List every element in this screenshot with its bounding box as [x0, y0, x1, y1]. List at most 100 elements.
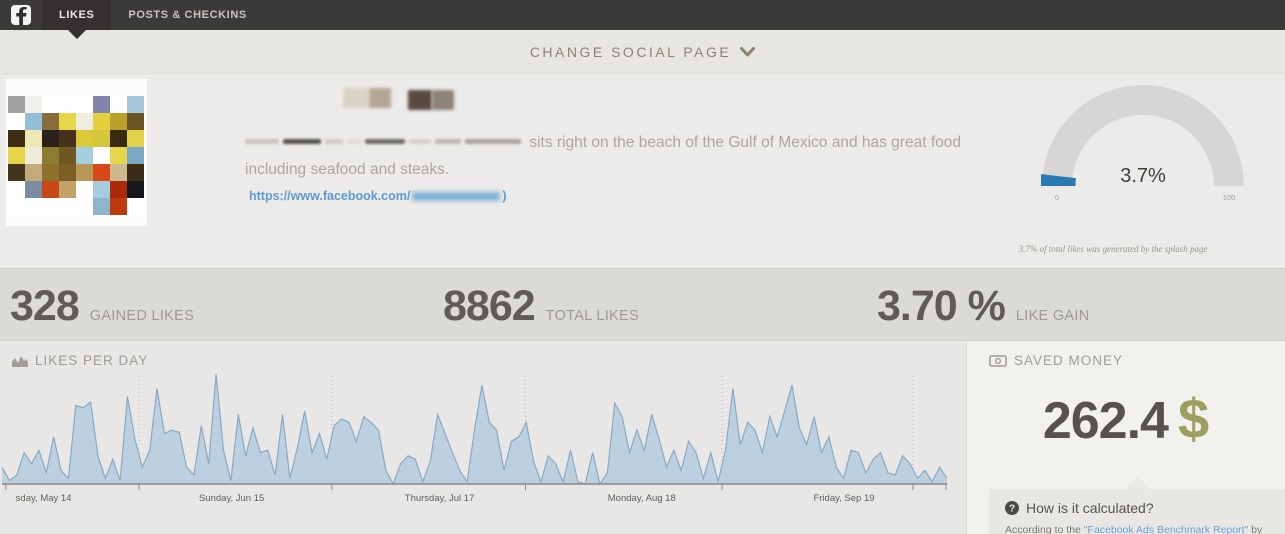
- x-axis-tick-label: Sunday, Jun 15: [199, 493, 264, 504]
- how-calculated-title: How is it calculated?: [1026, 500, 1154, 516]
- how-calculated-title-row: ? How is it calculated?: [1005, 500, 1269, 516]
- saved-money-value: 262.4: [1042, 392, 1169, 450]
- avatar-pixel: [110, 113, 127, 130]
- saved-money-amount: 262.4 $: [967, 386, 1285, 451]
- redacted-text-dash: [325, 138, 343, 144]
- avatar-pixel: [8, 164, 25, 181]
- saved-money-panel: SAVED MONEY 262.4 $ ? How is it calculate…: [966, 342, 1285, 534]
- avatar-pixel: [59, 96, 76, 113]
- likes-per-day-header: LIKES PER DAY: [12, 353, 148, 368]
- gauge-max-label: 100: [1223, 193, 1236, 202]
- avatar-pixel: [93, 164, 110, 181]
- tab-likes[interactable]: LIKES: [42, 0, 112, 39]
- avatar-pixel: [76, 113, 93, 130]
- stat-like-gain: 3.70 % LIKE GAIN: [877, 285, 1090, 328]
- saved-money-header: SAVED MONEY: [989, 353, 1123, 368]
- avatar-pixel: [93, 96, 110, 113]
- stat-total-likes: 8862 TOTAL LIKES: [443, 285, 639, 328]
- redacted-text-dash: [365, 138, 405, 144]
- avatar-pixel: [127, 181, 144, 198]
- avatar-pixel: [25, 96, 42, 113]
- redacted-text-dash: [347, 138, 361, 144]
- benchmark-report-link[interactable]: "Facebook Ads Benchmark Report": [1083, 524, 1249, 534]
- tab-posts-checkins-label: POSTS & CHECKINS: [128, 9, 247, 21]
- redacted-text-dash: [409, 138, 431, 144]
- redacted-text-dash: [283, 138, 321, 144]
- avatar-pixel: [76, 164, 93, 181]
- avatar-pixel: [8, 130, 25, 147]
- gained-likes-label: GAINED LIKES: [89, 308, 195, 324]
- description-line-2: including seafood and steaks.: [245, 161, 449, 179]
- avatar-pixel: [25, 198, 42, 215]
- avatar-pixel: [110, 164, 127, 181]
- avatar-pixel: [59, 113, 76, 130]
- total-likes-value: 8862: [443, 282, 536, 330]
- dollar-sign: $: [1177, 387, 1210, 450]
- splash-likes-gauge: 3.7% 0 100: [1038, 82, 1245, 208]
- avatar-pixel: [25, 181, 42, 198]
- avatar-pixel: [76, 181, 93, 198]
- facebook-link-suffix: ): [502, 189, 507, 203]
- like-gain-label: LIKE GAIN: [1015, 308, 1090, 324]
- like-gain-value: 3.70 %: [877, 282, 1006, 330]
- x-axis-tick-label: Thursday, Jul 17: [405, 493, 475, 504]
- avatar-pixel: [76, 147, 93, 164]
- avatar-pixel: [110, 181, 127, 198]
- top-navigation-bar: LIKES POSTS & CHECKINS: [0, 0, 1285, 39]
- avatar-pixel: [8, 198, 25, 215]
- avatar-pixel: [76, 198, 93, 215]
- total-likes-label: TOTAL LIKES: [545, 308, 639, 324]
- avatar-pixel: [8, 181, 25, 198]
- redacted-title-block: [343, 88, 369, 108]
- likes-per-day-panel: LIKES PER DAY sday, May 14 Sunday, Jun 15…: [0, 342, 966, 534]
- chevron-down-icon: [740, 46, 756, 56]
- info-text-post: by Salesforce, the average cost of a Spo…: [1251, 524, 1263, 534]
- description-line-1: sits right on the beach of the Gulf of M…: [245, 134, 961, 152]
- avatar-pixel: [42, 198, 59, 215]
- avatar-pixel: [127, 198, 144, 215]
- gauge-min-label: 0: [1055, 193, 1059, 202]
- avatar-pixel: [42, 181, 59, 198]
- avatar-pixel: [59, 181, 76, 198]
- avatar-pixelated-image: [8, 96, 144, 215]
- avatar-pixel: [110, 96, 127, 113]
- svg-text:?: ?: [1009, 504, 1015, 515]
- facebook-page-link[interactable]: https://www.facebook.com/): [249, 189, 507, 203]
- gained-likes-value: 328: [10, 282, 80, 330]
- x-axis-tick-label: Friday, Sep 19: [813, 493, 874, 504]
- avatar-pixel: [59, 147, 76, 164]
- bottom-section: LIKES PER DAY sday, May 14 Sunday, Jun 15…: [0, 342, 1285, 534]
- page-avatar: [6, 79, 147, 226]
- avatar-pixel: [110, 198, 127, 215]
- avatar-pixel: [110, 130, 127, 147]
- avatar-pixel: [25, 164, 42, 181]
- description-text-1: sits right on the beach of the Gulf of M…: [529, 134, 961, 151]
- redacted-title-block: [432, 90, 454, 110]
- facebook-link-text: https://www.facebook.com/: [249, 189, 411, 203]
- avatar-pixel: [25, 147, 42, 164]
- social-page-summary: sits right on the beach of the Gulf of M…: [0, 74, 1285, 268]
- kpi-stats-band: 328 GAINED LIKES 8862 TOTAL LIKES 3.70 %…: [0, 268, 1285, 341]
- saved-money-title: SAVED MONEY: [1014, 353, 1124, 368]
- question-mark-icon: ?: [1005, 501, 1019, 515]
- tab-posts-checkins[interactable]: POSTS & CHECKINS: [111, 0, 263, 30]
- avatar-pixel: [25, 113, 42, 130]
- avatar-pixel: [25, 130, 42, 147]
- avatar-pixel: [127, 147, 144, 164]
- redacted-title-block: [408, 90, 432, 110]
- avatar-pixel: [93, 113, 110, 130]
- avatar-pixel: [127, 130, 144, 147]
- stat-gained-likes: 328 GAINED LIKES: [10, 285, 194, 328]
- change-social-page-label: CHANGE SOCIAL PAGE: [529, 43, 732, 60]
- avatar-pixel: [76, 130, 93, 147]
- banknote-icon: [989, 354, 1007, 367]
- avatar-pixel: [42, 130, 59, 147]
- area-chart-icon: [12, 356, 28, 367]
- redacted-text-dash: [465, 138, 521, 144]
- avatar-pixel: [93, 130, 110, 147]
- change-social-page-dropdown[interactable]: CHANGE SOCIAL PAGE: [0, 30, 1285, 74]
- how-calculated-text: According to the "Facebook Ads Benchmark…: [1005, 523, 1269, 534]
- gauge-caption: 3.7% of total likes was generated by the…: [1018, 244, 1208, 254]
- avatar-pixel: [93, 181, 110, 198]
- avatar-pixel: [59, 130, 76, 147]
